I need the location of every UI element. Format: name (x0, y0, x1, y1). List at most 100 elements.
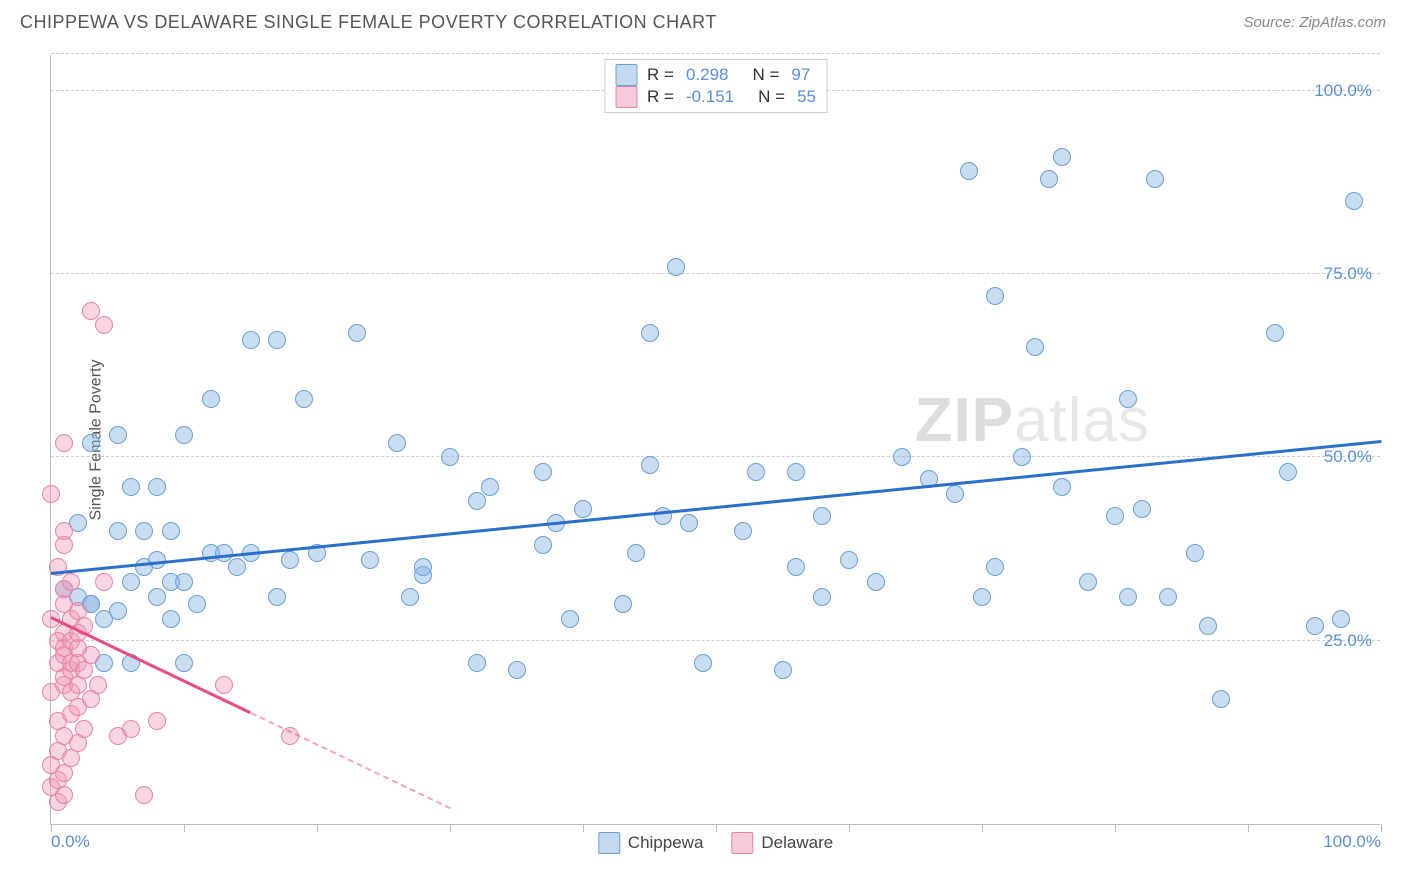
data-point (82, 434, 100, 452)
legend-r-value: 0.298 (686, 65, 729, 85)
gridline (51, 640, 1380, 641)
data-point (62, 573, 80, 591)
data-point (641, 456, 659, 474)
data-point (215, 544, 233, 562)
data-point (574, 500, 592, 518)
data-point (986, 558, 1004, 576)
data-point (1345, 192, 1363, 210)
legend-swatch (731, 832, 753, 854)
x-tick (1115, 824, 1116, 832)
legend-r-label: R = (647, 65, 674, 85)
data-point (348, 324, 366, 342)
data-point (1119, 390, 1137, 408)
data-point (468, 492, 486, 510)
data-point (787, 558, 805, 576)
data-point (202, 390, 220, 408)
source-attribution: Source: ZipAtlas.com (1243, 14, 1386, 31)
x-tick (716, 824, 717, 832)
legend-swatch (615, 86, 637, 108)
data-point (82, 646, 100, 664)
legend-r-value: -0.151 (686, 87, 734, 107)
x-tick (317, 824, 318, 832)
y-tick-label: 25.0% (1324, 631, 1372, 651)
data-point (1053, 478, 1071, 496)
data-point (361, 551, 379, 569)
correlation-legend: R =0.298N =97R =-0.151N =55 (604, 59, 827, 113)
data-point (1040, 170, 1058, 188)
trendline-extrapolated (250, 712, 450, 809)
gridline (51, 456, 1380, 457)
x-tick (982, 824, 983, 832)
legend-stats-row: R = 0.298 N = 97 (615, 64, 816, 86)
data-point (1026, 338, 1044, 356)
x-tick-label: 100.0% (1323, 832, 1381, 852)
y-tick-label: 75.0% (1324, 264, 1372, 284)
data-point (175, 654, 193, 672)
data-point (135, 786, 153, 804)
data-point (973, 588, 991, 606)
data-point (109, 426, 127, 444)
y-tick-label: 50.0% (1324, 447, 1372, 467)
data-point (122, 478, 140, 496)
data-point (813, 507, 831, 525)
data-point (95, 573, 113, 591)
legend-series-name: Delaware (761, 833, 833, 853)
data-point (281, 551, 299, 569)
data-point (55, 786, 73, 804)
data-point (627, 544, 645, 562)
data-point (508, 661, 526, 679)
data-point (55, 434, 73, 452)
data-point (787, 463, 805, 481)
data-point (1266, 324, 1284, 342)
data-point (641, 324, 659, 342)
data-point (89, 676, 107, 694)
data-point (667, 258, 685, 276)
data-point (1119, 588, 1137, 606)
x-tick (849, 824, 850, 832)
legend-n-label: N = (758, 87, 785, 107)
data-point (441, 448, 459, 466)
trendline (51, 440, 1381, 575)
data-point (1186, 544, 1204, 562)
legend-series-item: Delaware (731, 832, 833, 854)
data-point (55, 522, 73, 540)
data-point (388, 434, 406, 452)
legend-n-label: N = (752, 65, 779, 85)
data-point (468, 654, 486, 672)
data-point (1212, 690, 1230, 708)
gridline (51, 53, 1380, 54)
legend-swatch (598, 832, 620, 854)
data-point (534, 463, 552, 481)
data-point (162, 610, 180, 628)
data-point (946, 485, 964, 503)
data-point (188, 595, 206, 613)
data-point (747, 463, 765, 481)
data-point (986, 287, 1004, 305)
data-point (1159, 588, 1177, 606)
data-point (1279, 463, 1297, 481)
data-point (148, 478, 166, 496)
data-point (228, 558, 246, 576)
data-point (481, 478, 499, 496)
data-point (82, 302, 100, 320)
data-point (242, 331, 260, 349)
data-point (1053, 148, 1071, 166)
data-point (534, 536, 552, 554)
data-point (960, 162, 978, 180)
data-point (734, 522, 752, 540)
data-point (162, 522, 180, 540)
data-point (813, 588, 831, 606)
data-point (1332, 610, 1350, 628)
data-point (694, 654, 712, 672)
data-point (774, 661, 792, 679)
x-tick (51, 824, 52, 832)
data-point (268, 331, 286, 349)
data-point (175, 426, 193, 444)
data-point (1079, 573, 1097, 591)
data-point (109, 522, 127, 540)
data-point (1199, 617, 1217, 635)
data-point (1133, 500, 1151, 518)
data-point (1013, 448, 1031, 466)
legend-n-value: 97 (791, 65, 810, 85)
data-point (175, 573, 193, 591)
